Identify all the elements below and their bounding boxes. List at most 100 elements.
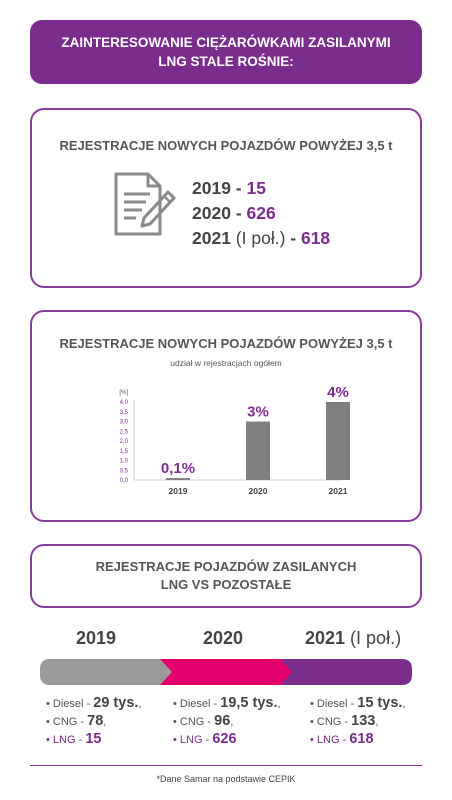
period-year: 2020 [203, 628, 244, 648]
timeline-segment-2020 [158, 659, 294, 685]
count-row-2019: 2019 - 15 [192, 176, 330, 201]
diesel-suffix: , [277, 698, 281, 710]
cng-label: CNG - [316, 716, 352, 728]
cng-value: 78 [87, 713, 104, 729]
cng-row: • CNG - 96, [173, 713, 281, 731]
bullet: • [310, 698, 317, 710]
chart-subtitle: udział w rejestracjach ogółem [170, 358, 282, 368]
diesel-label: Diesel - [179, 698, 221, 710]
y-axis-unit: [%] [119, 390, 128, 396]
banner-line-1: ZAINTERESOWANIE CIĘŻARÓWKAMI ZASILANYMI [61, 35, 391, 50]
y-tick-label: 0,0 [120, 478, 129, 484]
x-tick-label-2021: 2021 [329, 486, 348, 496]
count-value: 15 [246, 178, 266, 198]
period-note: (I poł.) [345, 628, 402, 648]
count-value: 626 [246, 203, 276, 223]
data-label-2021: 4% [327, 384, 349, 401]
period-year-2020: 2020 [203, 628, 243, 649]
count-year: 2019 [192, 178, 231, 198]
footer-divider [30, 765, 422, 766]
lng-row: • LNG - 15 [46, 731, 141, 749]
bullet: • [173, 698, 180, 710]
cng-label: CNG - [52, 716, 88, 728]
count-separator: - [230, 178, 247, 198]
count-row-2020: 2020 - 626 [192, 201, 330, 226]
share-chart-card: REJESTRACJE NOWYCH POJAZDÓW POWYŻEJ 3,5 … [30, 310, 422, 522]
registrations-card: REJESTRACJE NOWYCH POJAZDÓW POWYŻEJ 3,5 … [30, 108, 422, 288]
cng-suffix: , [375, 716, 379, 728]
stats-2019: • Diesel - 29 tys., • CNG - 78, • LNG - … [46, 695, 141, 749]
chart-title: REJESTRACJE NOWYCH POJAZDÓW POWYŻEJ 3,5 … [59, 336, 393, 351]
comparison-title-line-2: LNG VS POZOSTAŁE [160, 577, 292, 592]
count-year: 2021 [192, 228, 231, 248]
diesel-value: 29 tys. [93, 695, 139, 711]
count-value: 618 [300, 228, 331, 248]
diesel-row: • Diesel - 29 tys., [46, 695, 141, 713]
stats-2021: • Diesel - 15 tys., • CNG - 133, • LNG -… [310, 695, 405, 749]
header-banner: ZAINTERESOWANIE CIĘŻARÓWKAMI ZASILANYMI … [30, 20, 422, 84]
timeline-segment-2021 [280, 659, 412, 685]
share-bar-chart: [%] 0,0 0,5 1,0 1,5 2,0 2,5 3,0 3,5 4,0 0,1% 2019 3%… [119, 384, 350, 496]
data-label-2020: 3% [247, 404, 269, 421]
bullet: • [46, 698, 53, 710]
diesel-row: • Diesel - 15 tys., [310, 695, 405, 713]
lng-label: LNG - [316, 734, 350, 746]
period-year-2019: 2019 [76, 628, 116, 649]
diesel-value: 19,5 tys. [220, 695, 278, 711]
lng-value: 618 [349, 731, 374, 747]
cng-value: 133 [351, 713, 376, 729]
banner-line-2: LNG STALE ROŚNIE: [158, 54, 294, 69]
lng-label: LNG - [179, 734, 213, 746]
bar-2019 [166, 478, 190, 480]
source-footnote: *Dane Samar na podstawie CEPIK [156, 774, 296, 784]
cng-value: 96 [214, 713, 231, 729]
y-tick-label: 3,0 [120, 420, 129, 426]
count-year: 2020 [192, 203, 231, 223]
comparison-title-line-1: REJESTRACJE POJAZDÓW ZASILANYCH [95, 559, 357, 574]
bar-2020 [246, 421, 270, 480]
document-pen-icon [114, 172, 176, 236]
diesel-suffix: , [138, 698, 142, 710]
y-tick-label: 2,5 [120, 429, 129, 435]
count-note: (I poł.) [230, 228, 286, 248]
diesel-label: Diesel - [52, 698, 94, 710]
bullet: • [310, 716, 317, 728]
lng-label: LNG - [52, 734, 86, 746]
diesel-value: 15 tys. [357, 695, 403, 711]
period-year-2021: 2021 (I poł.) [305, 628, 401, 649]
bullet: • [46, 734, 53, 746]
x-tick-label-2020: 2020 [249, 486, 268, 496]
x-tick-label-2019: 2019 [169, 486, 188, 496]
registration-counts: 2019 - 15 2020 - 626 2021 (I poł.) - 618 [192, 176, 330, 251]
diesel-suffix: , [402, 698, 406, 710]
count-separator: - [285, 228, 301, 248]
comparison-card: REJESTRACJE POJAZDÓW ZASILANYCH LNG VS P… [30, 544, 422, 608]
y-tick-label: 3,5 [120, 410, 129, 416]
lng-row: • LNG - 618 [310, 731, 405, 749]
y-tick-label: 1,5 [120, 449, 129, 455]
data-label-2019: 0,1% [161, 460, 195, 477]
count-separator: - [230, 203, 247, 223]
cng-row: • CNG - 78, [46, 713, 141, 731]
bullet: • [46, 716, 53, 728]
timeline-segment-2019 [40, 659, 172, 685]
bullet: • [173, 716, 180, 728]
lng-value: 15 [85, 731, 102, 747]
cng-suffix: , [230, 716, 234, 728]
lng-value: 626 [212, 731, 237, 747]
cng-label: CNG - [179, 716, 215, 728]
bullet: • [173, 734, 180, 746]
y-tick-label: 0,5 [120, 468, 129, 474]
cng-row: • CNG - 133, [310, 713, 405, 731]
registrations-title: REJESTRACJE NOWYCH POJAZDÓW POWYŻEJ 3,5 … [59, 138, 393, 153]
period-year: 2019 [76, 628, 117, 648]
diesel-row: • Diesel - 19,5 tys., [173, 695, 281, 713]
period-year: 2021 [305, 628, 346, 648]
y-tick-label: 4,0 [120, 400, 129, 406]
bar-2021 [326, 402, 350, 480]
bullet: • [310, 734, 317, 746]
cng-suffix: , [103, 716, 107, 728]
y-tick-label: 1,0 [120, 459, 129, 465]
diesel-label: Diesel - [316, 698, 358, 710]
lng-row: • LNG - 626 [173, 731, 281, 749]
